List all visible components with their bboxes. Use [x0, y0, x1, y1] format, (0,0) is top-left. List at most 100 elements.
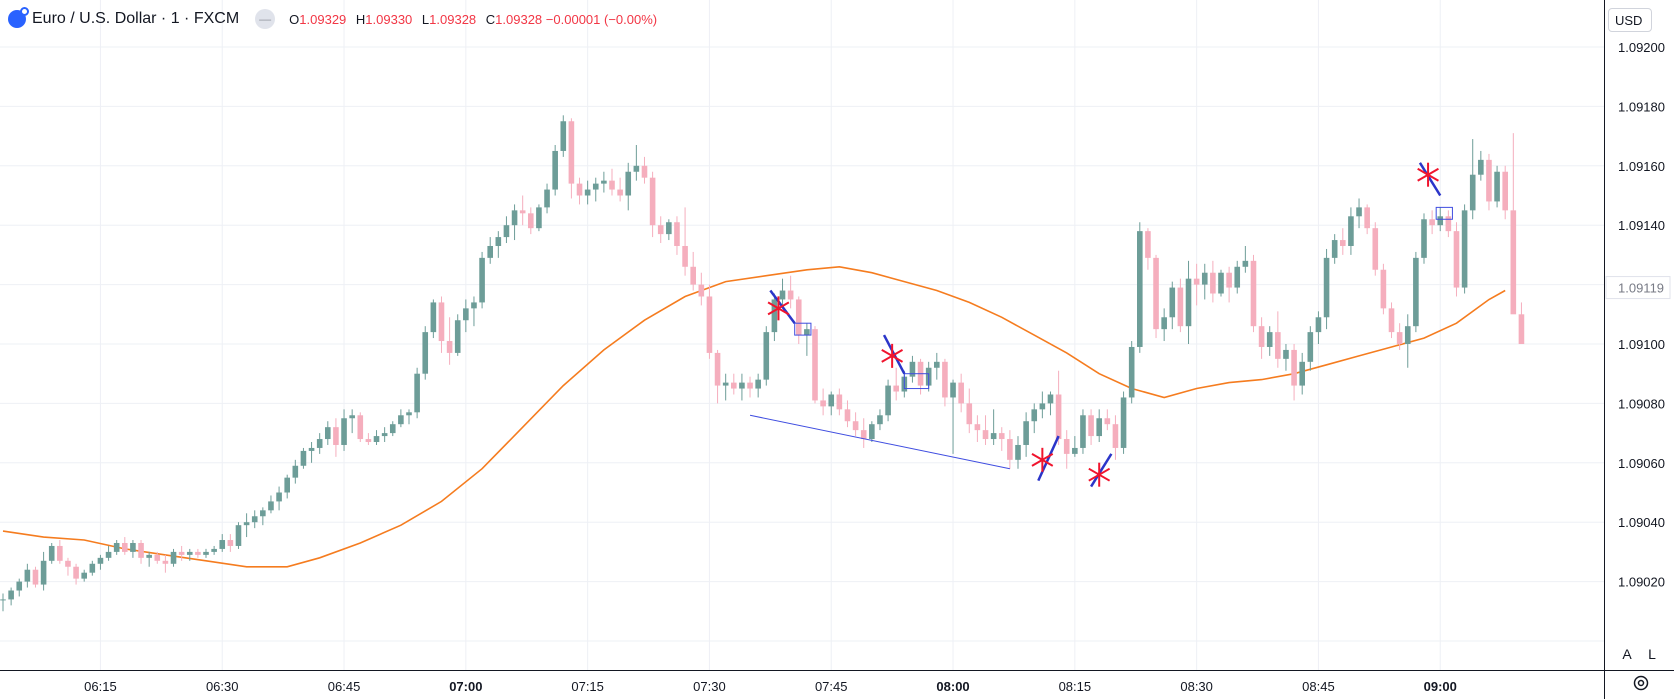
candle — [763, 326, 770, 386]
candle-body — [1218, 272, 1224, 294]
candle-body — [1185, 278, 1192, 327]
candle — [81, 569, 87, 582]
candle-body — [1007, 439, 1013, 460]
candle — [990, 409, 997, 445]
candle — [828, 391, 835, 416]
minus-icon[interactable] — [255, 9, 276, 29]
candle-body — [1299, 361, 1305, 386]
candle — [836, 388, 843, 416]
candle — [65, 557, 71, 576]
candle-body — [1242, 260, 1249, 267]
candle-body — [73, 566, 79, 579]
candle — [24, 563, 31, 588]
auto-scale-button[interactable]: A — [1622, 646, 1632, 662]
symbol-title[interactable]: Euro / U.S. Dollar · 1 · FXCM — [32, 10, 240, 27]
candle-body — [268, 501, 274, 511]
candle — [1031, 403, 1038, 434]
signal-box — [903, 373, 930, 390]
candle-body — [1388, 308, 1395, 333]
high-value: 1.09330 — [365, 11, 413, 27]
candle-body — [1291, 349, 1297, 386]
candle-body — [479, 257, 485, 303]
candle — [633, 145, 640, 181]
candle — [398, 409, 404, 428]
globe-flag-icon — [8, 7, 29, 28]
candle — [950, 379, 956, 454]
candle — [495, 231, 502, 258]
candle — [1145, 228, 1151, 270]
y-tick-label: 1.09200 — [1618, 40, 1665, 55]
candle-body — [1023, 421, 1029, 445]
candle — [16, 578, 23, 597]
candle — [203, 548, 209, 558]
candle-body — [852, 421, 859, 431]
candle-body — [292, 465, 299, 478]
candle-body — [235, 525, 242, 546]
candle-body — [633, 165, 640, 172]
candlestick-series — [0, 115, 1525, 612]
candle — [682, 207, 688, 276]
candle-body — [154, 554, 161, 561]
candle — [1120, 391, 1127, 454]
candle-body — [316, 439, 323, 448]
x-tick-label: 07:30 — [693, 679, 726, 694]
currency-button[interactable]: USD — [1608, 8, 1652, 32]
candle — [1153, 254, 1159, 339]
candle-body — [909, 361, 916, 377]
candle — [869, 421, 875, 443]
candle — [934, 352, 940, 380]
candle-body — [528, 213, 534, 229]
candle-body — [544, 189, 550, 208]
candle-body — [381, 433, 388, 437]
candle-body — [471, 302, 477, 309]
candle-body — [1323, 257, 1330, 318]
log-scale-button[interactable]: L — [1648, 646, 1656, 662]
candle-body — [398, 415, 404, 425]
candle-body — [511, 210, 518, 226]
candle — [649, 171, 656, 238]
candle-body — [1258, 326, 1265, 347]
candle-body — [503, 225, 510, 238]
candle — [706, 284, 713, 359]
signal-marker — [767, 289, 796, 324]
candle — [1226, 266, 1232, 303]
candle — [893, 367, 899, 401]
candle — [1177, 278, 1184, 333]
candle-body — [1275, 332, 1281, 359]
candle — [1128, 341, 1135, 404]
candle — [536, 204, 542, 232]
x-tick-label: 07:00 — [449, 679, 482, 694]
x-tick-label: 06:15 — [84, 679, 117, 694]
x-tick-label: 06:45 — [328, 679, 361, 694]
y-tick-label: 1.09040 — [1618, 515, 1665, 530]
candle-body — [763, 332, 770, 380]
candle — [170, 548, 177, 567]
gear-icon[interactable] — [1630, 672, 1652, 694]
candle — [1478, 150, 1484, 181]
candle-body — [982, 430, 989, 440]
last-price-label: 1.09119 — [1618, 281, 1664, 296]
candle — [966, 388, 973, 434]
candle — [308, 442, 315, 463]
candle-body — [674, 222, 680, 246]
candle — [1161, 308, 1167, 342]
candle-body — [536, 207, 542, 229]
candle-body — [48, 545, 55, 561]
candle-body — [243, 522, 250, 526]
candle-body — [170, 551, 177, 564]
candle-body — [1421, 219, 1427, 258]
candle — [1080, 409, 1086, 454]
candle — [568, 118, 575, 199]
candle-body — [1283, 349, 1289, 359]
candle-body — [1429, 219, 1435, 226]
candle-body — [1437, 216, 1444, 226]
candle — [292, 459, 299, 484]
candle-body — [1015, 444, 1021, 460]
candle-body — [990, 433, 997, 440]
candle-body — [584, 189, 591, 196]
chart-grid — [0, 0, 1604, 670]
candle — [333, 418, 339, 457]
candle-body — [812, 329, 818, 401]
